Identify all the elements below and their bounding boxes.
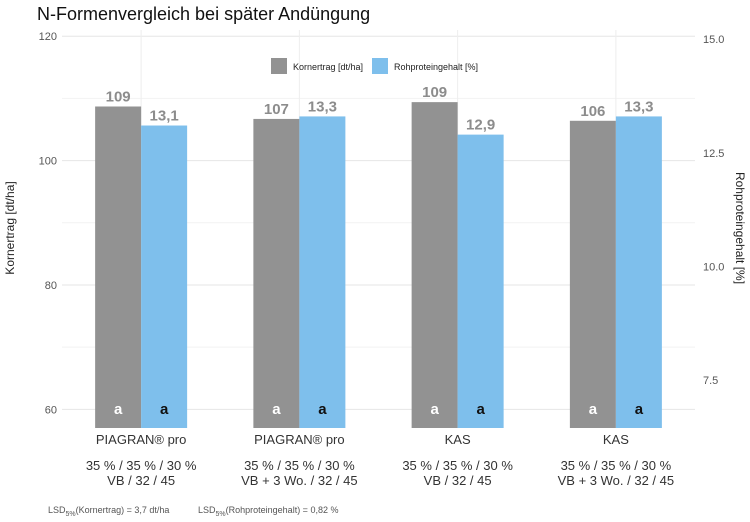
y-tick-left: 120 — [39, 31, 57, 43]
category-split: 35 % / 35 % / 30 % — [561, 458, 672, 473]
data-label: 109 — [422, 84, 447, 101]
category-product: PIAGRAN® pro — [96, 432, 187, 447]
bar-kornertrag — [253, 118, 300, 428]
data-label: 13,3 — [308, 98, 337, 115]
category-product: KAS — [445, 432, 471, 447]
significance-letter: a — [160, 401, 169, 418]
y-tick-right: 15.0 — [703, 34, 724, 46]
footnote-lsd-kornertrag: LSD5%(Kornertrag) = 3,7 dt/ha — [48, 505, 169, 518]
legend-label-rohprotein: Rohproteingehalt [%] — [394, 62, 478, 72]
significance-letter: a — [635, 401, 644, 418]
bar-kornertrag — [569, 120, 616, 428]
category-timing: VB + 3 Wo. / 32 / 45 — [241, 473, 357, 488]
bar-rohprotein — [141, 125, 188, 429]
y-tick-right: 10.0 — [703, 262, 724, 274]
category-split: 35 % / 35 % / 30 % — [244, 458, 355, 473]
data-label: 106 — [580, 103, 605, 120]
significance-letter: a — [430, 401, 439, 418]
bar-kornertrag — [411, 102, 458, 428]
y-tick-right: 7.5 — [703, 375, 718, 387]
legend: Kornertrag [dt/ha] Rohproteingehalt [%] — [271, 58, 478, 74]
significance-letter: a — [272, 401, 281, 418]
legend-swatch-rohprotein — [372, 58, 388, 74]
y-tick-left: 80 — [45, 280, 57, 292]
data-label: 107 — [264, 101, 289, 118]
chart-title: N-Formenvergleich bei später Andüngung — [37, 4, 370, 24]
y-tick-right: 12.5 — [703, 148, 724, 160]
data-label: 13,1 — [150, 108, 179, 125]
category-product: PIAGRAN® pro — [254, 432, 345, 447]
category-timing: VB / 32 / 45 — [107, 473, 175, 488]
legend-swatch-kornertrag — [271, 58, 287, 74]
axes: 60 80 100 120 7.5 10.0 12.5 15.0 — [39, 31, 725, 416]
significance-letter: a — [114, 401, 123, 418]
value-labels: 109 a 13,1 a 107 a 13,3 a 109 a 12,9 a 106 a 13,3 a — [106, 84, 654, 418]
y-tick-left: 60 — [45, 404, 57, 416]
category-timing: VB / 32 / 45 — [424, 473, 492, 488]
data-label: 12,9 — [466, 117, 495, 134]
bar-rohprotein — [299, 116, 346, 429]
bar-rohprotein — [457, 134, 504, 429]
significance-letter: a — [589, 401, 598, 418]
bar-rohprotein — [615, 116, 662, 429]
bars — [95, 102, 662, 429]
data-label: 13,3 — [624, 98, 653, 115]
y-tick-left: 100 — [39, 156, 57, 168]
legend-label-kornertrag: Kornertrag [dt/ha] — [293, 62, 363, 72]
significance-letter: a — [476, 401, 485, 418]
category-split: 35 % / 35 % / 30 % — [402, 458, 513, 473]
category-split: 35 % / 35 % / 30 % — [86, 458, 197, 473]
y-axis-title-right: Rohproteingehalt [%] — [733, 172, 747, 284]
bar-kornertrag — [95, 106, 142, 428]
data-label: 109 — [106, 88, 131, 105]
footnotes: LSD5%(Kornertrag) = 3,7 dt/ha LSD5%(Rohp… — [48, 505, 338, 518]
category-timing: VB + 3 Wo. / 32 / 45 — [558, 473, 674, 488]
footnote-lsd-rohprotein: LSD5%(Rohproteingehalt) = 0,82 % — [198, 505, 338, 518]
y-axis-title-left: Kornertrag [dt/ha] — [3, 181, 17, 274]
category-product: KAS — [603, 432, 629, 447]
significance-letter: a — [318, 401, 327, 418]
